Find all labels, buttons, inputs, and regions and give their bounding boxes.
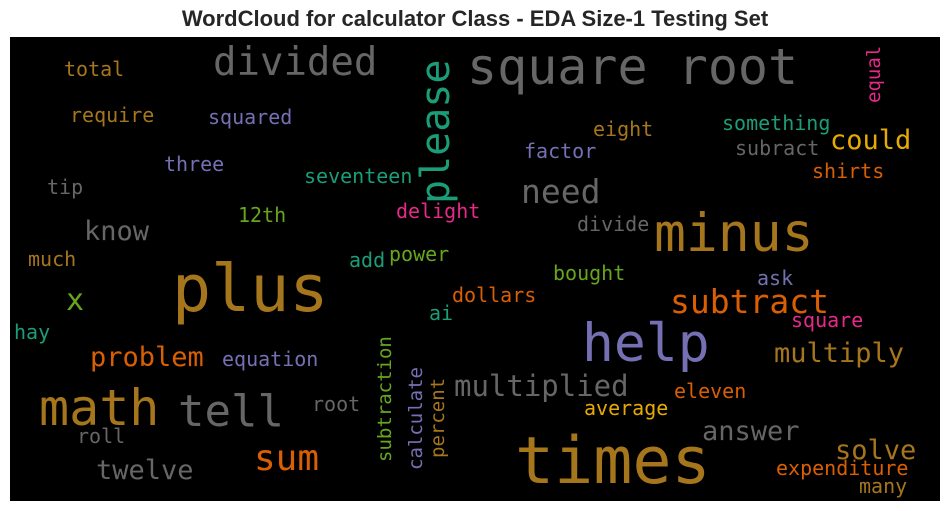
word-root: root xyxy=(312,392,361,416)
word-percent: percent xyxy=(427,377,449,458)
word-sum: sum xyxy=(254,438,320,479)
word-shirts: shirts xyxy=(812,159,885,183)
word-power: power xyxy=(389,242,450,266)
word-math: math xyxy=(39,379,160,437)
word-three: three xyxy=(164,152,225,176)
word-seventeen: seventeen xyxy=(304,164,413,188)
word-help: help xyxy=(582,313,710,374)
word-solve: solve xyxy=(835,435,917,466)
word-something: something xyxy=(722,111,831,135)
word-total: total xyxy=(64,57,125,81)
word-could: could xyxy=(830,125,912,156)
word-require: require xyxy=(70,103,155,127)
word-add: add xyxy=(349,248,386,272)
word-cloud-canvas: square root divided please equal total r… xyxy=(10,37,940,501)
word-square-root: square root xyxy=(467,38,799,96)
word-minus: minus xyxy=(654,203,814,264)
word-squared: squared xyxy=(208,105,293,129)
word-multiply: multiply xyxy=(774,338,905,369)
word-equation: equation xyxy=(222,347,319,371)
word-know: know xyxy=(84,216,150,247)
word-calculate: calculate xyxy=(405,367,427,470)
word-hay: hay xyxy=(14,320,51,344)
word-many: many xyxy=(859,474,908,498)
word-eight: eight xyxy=(593,117,654,141)
word-expenditure: expenditure xyxy=(776,456,909,480)
word-bought: bought xyxy=(553,261,626,285)
word-x: x xyxy=(66,283,85,318)
word-eleven: eleven xyxy=(674,379,747,403)
word-tell: tell xyxy=(178,386,284,437)
word-please: please xyxy=(413,59,459,205)
word-square: square xyxy=(791,308,864,332)
word-divide: divide xyxy=(577,212,650,236)
word-much: much xyxy=(28,247,77,271)
word-twelve: twelve xyxy=(96,455,194,486)
word-delight: delight xyxy=(396,199,481,223)
word-12th: 12th xyxy=(238,203,287,227)
word-answer: answer xyxy=(702,416,800,447)
chart-title: WordCloud for calculator Class - EDA Siz… xyxy=(181,6,769,31)
word-factor: factor xyxy=(524,139,597,163)
word-ai: ai xyxy=(429,301,454,325)
word-problem: problem xyxy=(90,342,204,373)
word-tip: tip xyxy=(47,175,84,199)
word-average: average xyxy=(584,396,669,420)
word-subract: subract xyxy=(735,136,820,160)
word-equal: equal xyxy=(863,45,885,103)
word-subtract: subtract xyxy=(670,282,829,321)
word-ask: ask xyxy=(757,266,794,290)
word-subtraction: subtraction xyxy=(374,336,396,462)
word-plus: plus xyxy=(172,252,329,327)
word-multiplied: multiplied xyxy=(454,369,629,403)
word-divided: divided xyxy=(213,40,378,85)
word-need: need xyxy=(521,172,601,211)
word-roll: roll xyxy=(77,424,126,448)
word-dollars: dollars xyxy=(452,283,537,307)
word-times: times xyxy=(515,424,711,499)
